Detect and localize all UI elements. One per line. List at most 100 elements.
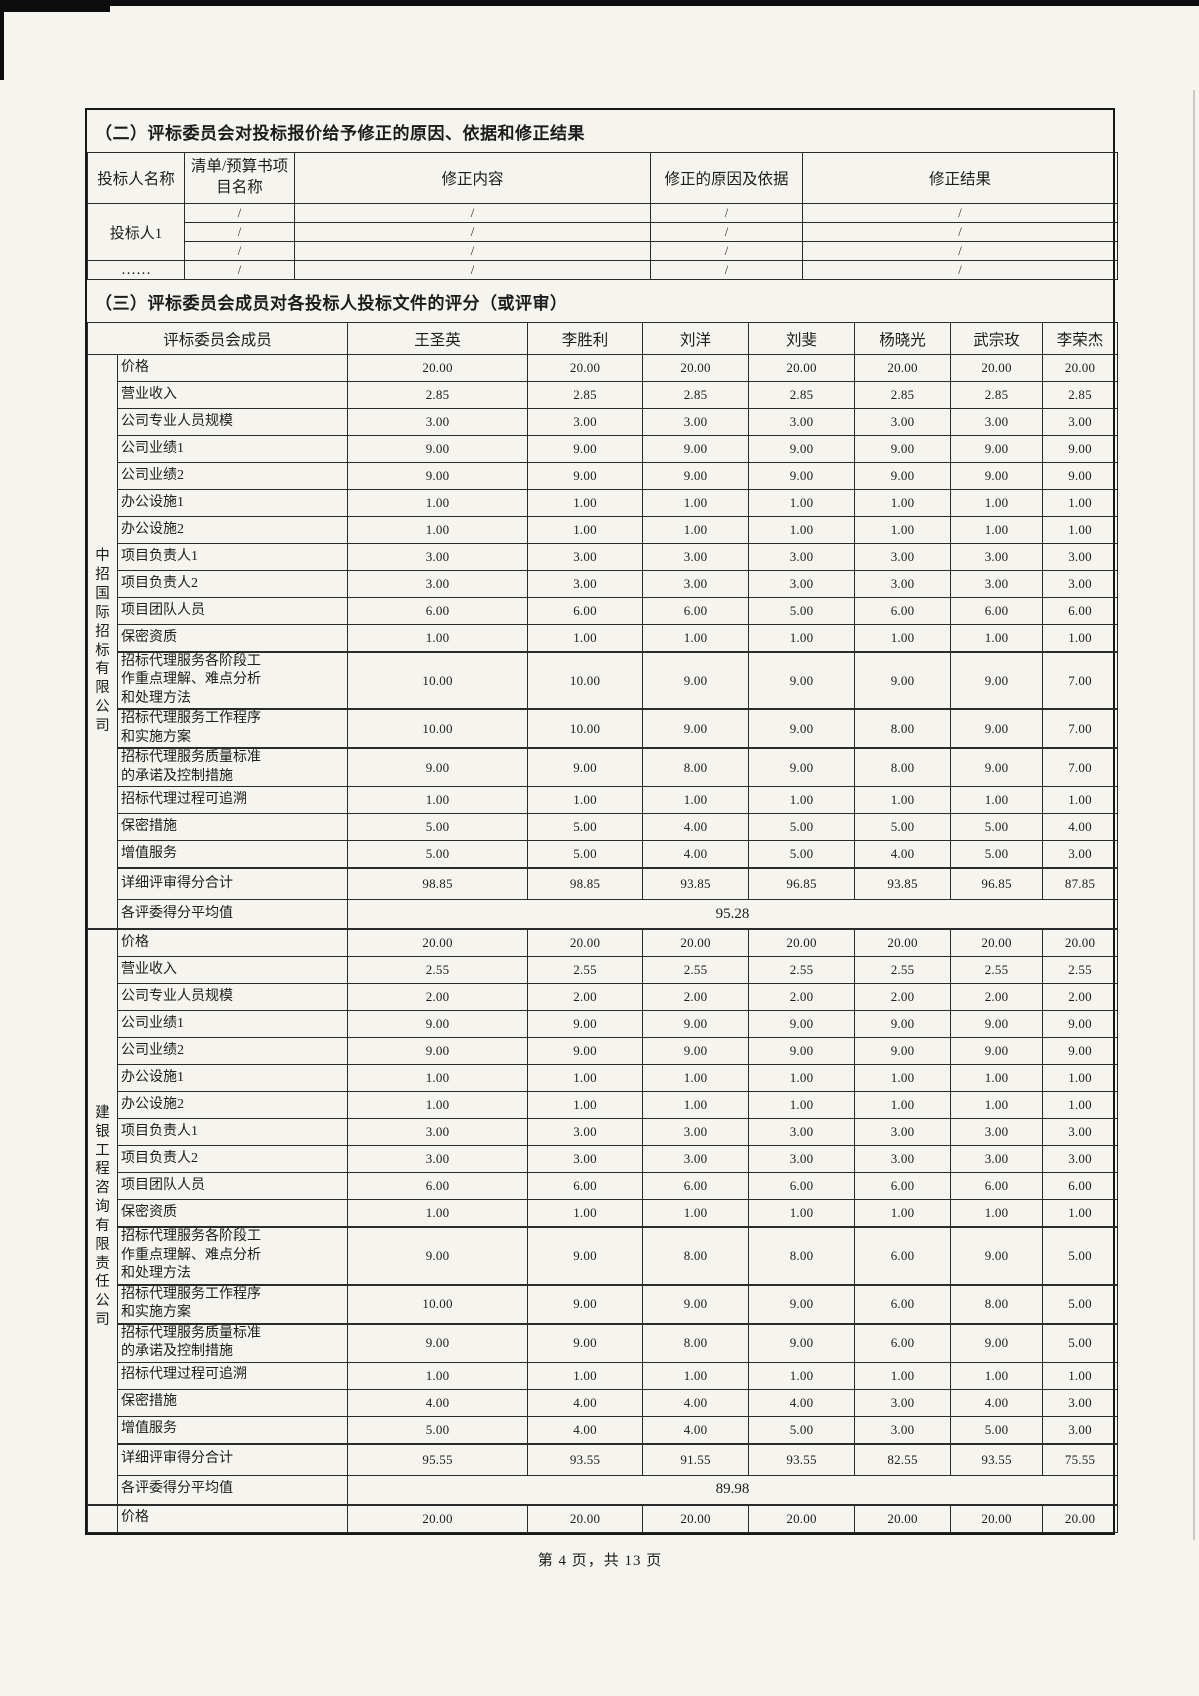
score-cell: 9.00: [642, 435, 750, 463]
score-cell: 8.00: [854, 708, 952, 749]
criterion-label: 招标代理服务各阶段工 作重点理解、难点分析 和处理方法: [116, 1226, 349, 1286]
score-cell: 9.00: [347, 1037, 529, 1066]
score-cell: 6.00: [950, 1172, 1044, 1201]
score-cell: 5.00: [527, 840, 644, 869]
score-cell: 6.00: [642, 1172, 750, 1201]
score-row: 招标代理服务质量标准 的承诺及控制措施 9.00 9.00 8.00 9.00 6.00 9…: [88, 1322, 1119, 1363]
correction-cell: /: [294, 203, 651, 223]
criterion-label: 公司业绩2: [116, 1037, 349, 1066]
score-cell: 20.00: [748, 1503, 856, 1533]
score-row: 招标代理服务质量标准 的承诺及控制措施 9.00 9.00 8.00 9.00 8.00 9…: [88, 747, 1119, 788]
score-cell: 9.00: [527, 1322, 644, 1363]
evaluator-name-2: 李胜利: [527, 322, 644, 355]
score-cell: 3.00: [950, 408, 1044, 436]
score-cell: 3.00: [748, 543, 856, 571]
score-cell: 20.00: [1042, 1503, 1119, 1533]
score-cell: 9.00: [748, 708, 856, 749]
criterion-label: 增值服务: [116, 1415, 349, 1445]
score-cell: 3.00: [854, 543, 952, 571]
score-row: 价格 20.00 20.00 20.00 20.00 20.00 20.00 20.00: [87, 1503, 1119, 1533]
criterion-label: 招标代理服务质量标准 的承诺及控制措施: [116, 1322, 349, 1363]
score-cell: 3.00: [748, 1118, 856, 1147]
score-cell: 1.00: [347, 1064, 529, 1093]
score-row: 办公设施1 1.00 1.00 1.00 1.00 1.00 1.00 1.00: [88, 1064, 1119, 1093]
criterion-label: 招标代理服务工作程序 和实施方案: [116, 708, 349, 749]
score-cell: 8.00: [854, 747, 952, 788]
score-cell: 3.00: [854, 1118, 952, 1147]
score-cell: 1.00: [1042, 1064, 1119, 1093]
score-cell: 1.00: [642, 516, 750, 544]
score-cell: 9.00: [748, 462, 856, 490]
criterion-label: 价格: [116, 354, 349, 382]
correction-cell: /: [802, 222, 1118, 242]
total-score-cell: 93.55: [748, 1442, 856, 1476]
score-cell: 20.00: [748, 354, 856, 382]
score-cell: 6.00: [347, 1172, 529, 1201]
score-row: 保密资质 1.00 1.00 1.00 1.00 1.00 1.00 1.00: [88, 1199, 1119, 1228]
score-cell: 9.00: [950, 462, 1044, 490]
criterion-label: 项目负责人1: [116, 1118, 349, 1147]
score-cell: 9.00: [527, 462, 644, 490]
score-row: 营业收入 2.55 2.55 2.55 2.55 2.55 2.55 2.55: [88, 956, 1119, 985]
scores-header-row: 评标委员会成员 王圣英 李胜利 刘洋 刘斐 杨晓光 武宗玫 李荣杰: [86, 322, 1119, 355]
score-cell: 2.00: [748, 983, 856, 1012]
score-cell: 2.55: [748, 956, 856, 985]
criterion-label: 公司业绩1: [116, 1010, 349, 1039]
correction-table: 投标人名称 清单/预算书项 目名称 修正内容 修正的原因及依据 修正结果 投标人…: [87, 152, 1118, 280]
score-cell: 3.00: [347, 1145, 529, 1174]
score-cell: 10.00: [347, 1283, 529, 1325]
total-row: 详细评审得分合计 95.55 93.55 91.55 93.55 82.55 93.55 75…: [88, 1442, 1119, 1476]
correction-cell: /: [802, 260, 1118, 280]
score-cell: 2.55: [950, 956, 1044, 985]
score-row: 办公设施2 1.00 1.00 1.00 1.00 1.00 1.00 1.00: [88, 516, 1119, 544]
score-cell: 7.00: [1042, 650, 1119, 710]
score-cell: 1.00: [748, 1064, 856, 1093]
score-cell: 1.00: [748, 1361, 856, 1390]
score-row: 中招 国际 招标 有限 公司 价格 20.00 20.00 20.00 20.00 20.00 20.…: [87, 354, 1119, 930]
score-cell: 6.00: [1042, 597, 1119, 625]
score-cell: 9.00: [642, 1037, 750, 1066]
score-cell: 3.00: [1042, 840, 1119, 869]
score-cell: 3.00: [1042, 543, 1119, 571]
score-cell: 1.00: [642, 1361, 750, 1390]
score-cell: 8.00: [642, 1226, 750, 1286]
score-cell: 1.00: [1042, 1199, 1119, 1228]
score-cell: 7.00: [1042, 708, 1119, 749]
score-cell: 5.00: [1042, 1322, 1119, 1363]
correction-cell: /: [294, 241, 651, 261]
average-row: 各评委得分平均值 89.98: [88, 1474, 1119, 1506]
score-cell: 4.00: [854, 840, 952, 869]
score-cell: 2.85: [527, 381, 644, 409]
score-row: 公司业绩1 9.00 9.00 9.00 9.00 9.00 9.00 9.00: [88, 435, 1119, 463]
score-cell: 1.00: [642, 624, 750, 653]
score-cell: 4.00: [950, 1388, 1044, 1417]
score-cell: 2.85: [642, 381, 750, 409]
score-row: 招标代理服务各阶段工 作重点理解、难点分析 和处理方法 10.00 10.00 9.0…: [88, 650, 1119, 710]
criterion-label: 办公设施1: [116, 489, 349, 517]
average-label: 各评委得分平均值: [116, 899, 349, 930]
score-cell: 5.00: [950, 840, 1044, 869]
correction-cell: /: [650, 222, 803, 242]
score-row: 招标代理过程可追溯 1.00 1.00 1.00 1.00 1.00 1.00 1.00: [88, 1361, 1119, 1390]
score-cell: 9.00: [347, 435, 529, 463]
score-cell: 6.00: [347, 597, 529, 625]
score-cell: 1.00: [854, 1199, 952, 1228]
correction-row: …… / / / /: [87, 260, 1118, 280]
score-cell: 5.00: [1042, 1283, 1119, 1325]
score-cell: 8.00: [950, 1283, 1044, 1325]
total-score-cell: 93.85: [854, 867, 952, 901]
score-cell: 6.00: [854, 1283, 952, 1325]
criterion-label: 招标代理过程可追溯: [116, 1361, 349, 1390]
score-cell: 3.00: [854, 1388, 952, 1417]
score-cell: 2.00: [347, 983, 529, 1012]
score-cell: 3.00: [347, 408, 529, 436]
score-cell: 9.00: [950, 747, 1044, 788]
correction-cell: /: [294, 260, 651, 280]
score-cell: 20.00: [347, 1503, 529, 1533]
score-cell: 1.00: [748, 489, 856, 517]
score-cell: 1.00: [642, 1064, 750, 1093]
score-cell: 1.00: [527, 1091, 644, 1120]
score-cell: 9.00: [950, 1226, 1044, 1286]
score-cell: 20.00: [1042, 354, 1119, 382]
criterion-label: 保密资质: [116, 624, 349, 653]
